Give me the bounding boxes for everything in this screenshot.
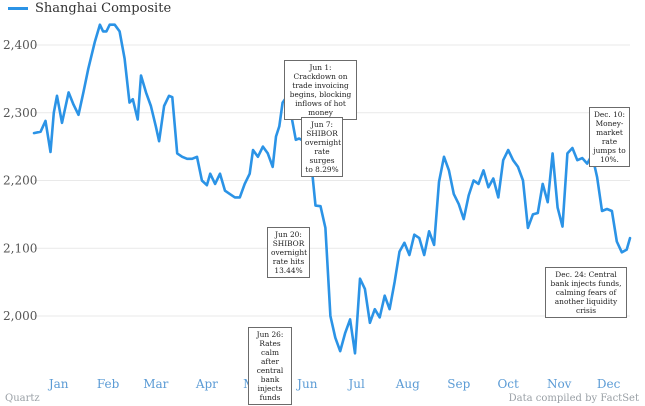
annotation-jun1: Jun 1: Crackdown on trade invoicing begi…	[284, 60, 357, 120]
y-tick-label: 2,000	[3, 309, 37, 323]
y-tick-label: 2,400	[3, 38, 37, 52]
legend-swatch	[8, 7, 28, 10]
annotation-jun20: Jun 20: SHIBOR overnight rate hits 13.44…	[267, 227, 310, 278]
x-tick-label-jan: Jan	[47, 377, 69, 391]
footer-source-left: Quartz	[5, 393, 40, 404]
y-tick-label: 2,300	[3, 106, 37, 120]
x-tick-label-dec: Dec	[597, 377, 621, 391]
x-tick-label-apr: Apr	[195, 377, 218, 391]
annotation-jun26: Jun 26: Rates calm after central bank in…	[248, 327, 292, 405]
x-tick-label-mar: Mar	[143, 377, 168, 391]
x-tick-label-jul: Jul	[347, 377, 366, 391]
y-tick-label: 2,100	[3, 241, 37, 255]
x-tick-label-sep: Sep	[447, 377, 470, 391]
y-tick-label: 2,200	[3, 174, 37, 188]
x-tick-label-feb: Feb	[97, 377, 120, 391]
legend-label: Shanghai Composite	[35, 1, 172, 16]
x-tick-label-oct: Oct	[497, 377, 519, 391]
x-tick-label-aug: Aug	[395, 377, 420, 391]
annotation-dec10: Dec. 10: Money-market rate jumps to 10%.	[589, 107, 630, 167]
x-tick-label-jun: Jun	[295, 377, 318, 391]
footer-source-right: Data compiled by FactSet	[508, 393, 639, 404]
annotation-dec24: Dec. 24: Central bank injects funds, cal…	[545, 267, 627, 318]
legend: Shanghai Composite	[8, 1, 171, 16]
series-line-0	[32, 23, 632, 355]
annotation-jun7: Jun 7: SHIBOR overnight rate surges to 8…	[301, 117, 343, 177]
x-tick-label-nov: Nov	[547, 377, 572, 391]
